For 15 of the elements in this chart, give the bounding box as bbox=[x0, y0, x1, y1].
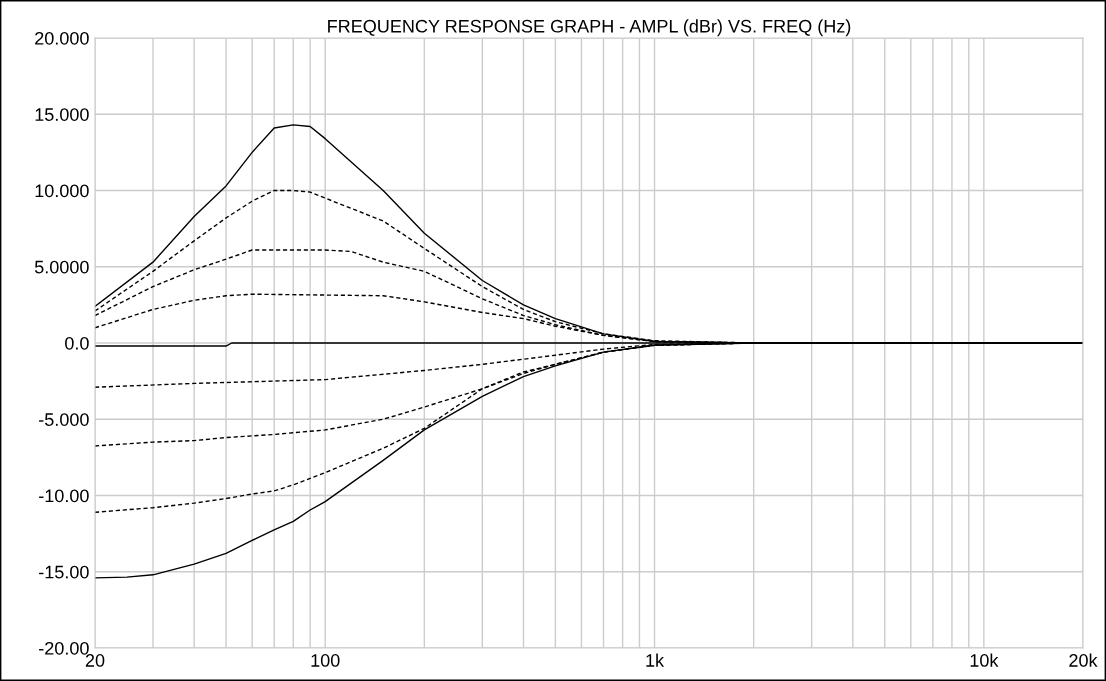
y-tick-label: -15.00 bbox=[39, 565, 89, 579]
y-tick-label: 15.000 bbox=[35, 108, 89, 121]
y-tick-label: -20.00 bbox=[39, 641, 89, 655]
x-tick-label: 1k bbox=[646, 653, 665, 667]
y-tick-label: 5.0000 bbox=[34, 260, 89, 274]
x-tick-label: 20k bbox=[1069, 653, 1098, 667]
y-tick-label: -10.00 bbox=[39, 489, 89, 503]
y-tick-label: -5.000 bbox=[39, 413, 89, 426]
chart-title: FREQUENCY RESPONSE GRAPH - AMPL (dBr) VS. FREQ (Hz) bbox=[328, 19, 851, 37]
y-tick-label: 20.000 bbox=[35, 31, 89, 45]
x-tick-label: 10k bbox=[970, 653, 999, 667]
y-tick-label: 10.000 bbox=[35, 184, 89, 198]
x-tick-label: 100 bbox=[311, 654, 340, 667]
y-tick-label: 0.0 bbox=[65, 336, 89, 350]
x-tick-label: 20 bbox=[85, 654, 105, 667]
